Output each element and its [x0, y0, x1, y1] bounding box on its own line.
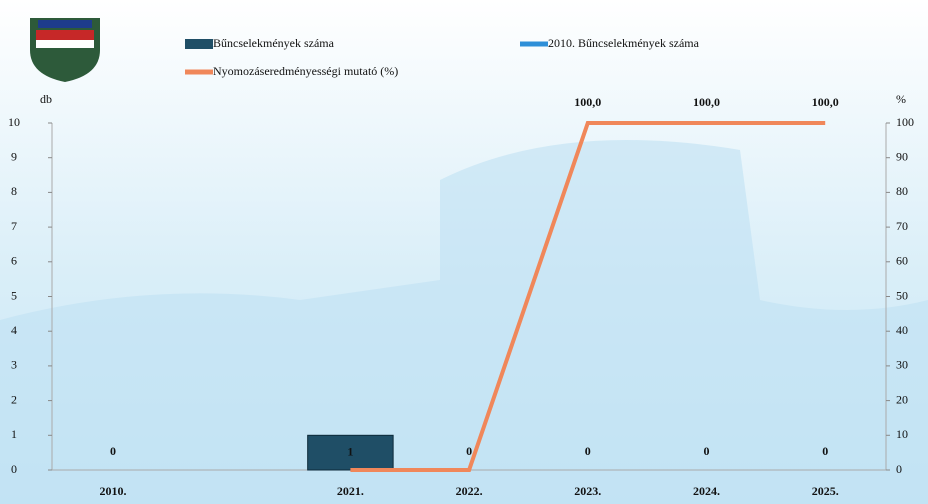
y2-tick-label: 40: [896, 323, 908, 337]
x-tick-label: 2024.: [693, 484, 720, 498]
background-building: [0, 140, 928, 504]
y-tick-label: 4: [11, 323, 17, 337]
y-tick-label: 1: [11, 427, 17, 441]
y-tick-label: 8: [11, 184, 17, 198]
y2-axis-label: %: [896, 92, 906, 106]
line-value-label: 100,0: [812, 95, 839, 109]
bar-value-label: 0: [704, 444, 710, 458]
legend-label: Nyomozáseredményességi mutató (%): [213, 64, 398, 78]
y-tick-label: 3: [11, 358, 17, 372]
bar-value-label: 0: [822, 444, 828, 458]
y2-tick-label: 100: [896, 115, 914, 129]
y2-tick-label: 60: [896, 254, 908, 268]
x-tick-label: 2023.: [574, 484, 601, 498]
x-tick-label: 2025.: [812, 484, 839, 498]
line: [350, 121, 826, 472]
bar-value-label: 0: [585, 444, 591, 458]
y-tick-label: 5: [11, 288, 17, 302]
x-tick-label: 2022.: [456, 484, 483, 498]
y2-tick-label: 80: [896, 184, 908, 198]
line-value-label: 100,0: [693, 95, 720, 109]
x-tick-label: 2010.: [100, 484, 127, 498]
bar-value-label: 0: [110, 444, 116, 458]
legend-label: 2010. Bűncselekmények száma: [548, 36, 700, 50]
y-tick-label: 7: [11, 219, 17, 233]
y-tick-label: 6: [11, 254, 17, 268]
logo: [30, 18, 100, 82]
y2-tick-label: 20: [896, 392, 908, 406]
y-tick-label: 10: [8, 115, 20, 129]
y2-tick-label: 30: [896, 358, 908, 372]
y-tick-label: 0: [11, 462, 17, 476]
y2-tick-label: 50: [896, 288, 908, 302]
y2-tick-label: 10: [896, 427, 908, 441]
line-value-label: 100,0: [574, 95, 601, 109]
y2-tick-label: 90: [896, 149, 908, 163]
y2-tick-label: 70: [896, 219, 908, 233]
bar-value-label: 1: [347, 444, 353, 458]
legend-swatch: [185, 39, 213, 49]
legend-label: Bűncselekmények száma: [213, 36, 335, 50]
y-tick-label: 9: [11, 149, 17, 163]
y-tick-label: 2: [11, 392, 17, 406]
x-tick-label: 2021.: [337, 484, 364, 498]
y2-tick-label: 0: [896, 462, 902, 476]
bar-value-label: 0: [466, 444, 472, 458]
y-axis-label: db: [40, 92, 52, 106]
